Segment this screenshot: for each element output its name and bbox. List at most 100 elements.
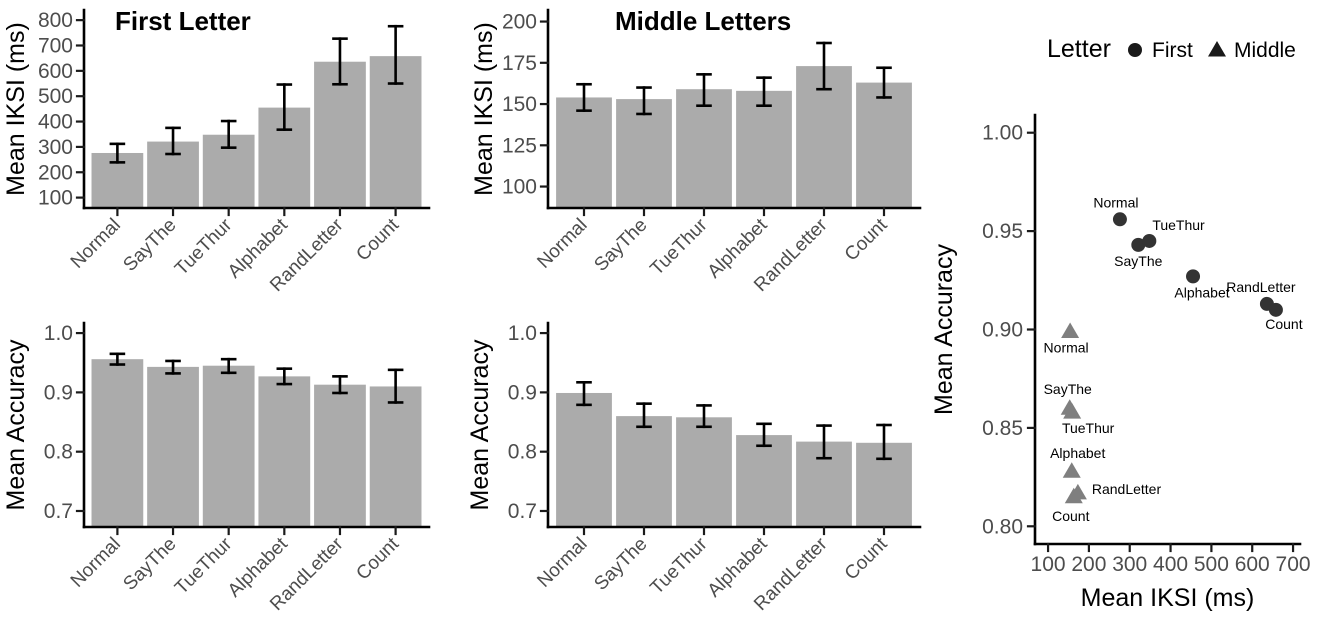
category-label-count: Count [841, 533, 892, 584]
y-tick-label: 0.95 [982, 220, 1023, 243]
bar-tuethur [676, 417, 732, 527]
y-tick-label: 100 [502, 176, 537, 199]
y-tick-label: 150 [502, 93, 537, 116]
y-tick-label: 0.7 [508, 500, 537, 523]
y-tick-label: 0.8 [508, 441, 537, 464]
point-label-first-randletter: RandLetter [1226, 279, 1296, 295]
y-tick-label: 300 [38, 136, 73, 159]
error-bar-randletter [332, 375, 348, 395]
y-tick-label: 125 [502, 134, 537, 157]
bar-count [856, 82, 912, 208]
point-label-first-tuethur: TueThur [1152, 217, 1205, 233]
point-label-middle-count: Count [1052, 508, 1089, 524]
point-middle-tuethur [1063, 403, 1082, 419]
error-bar-normal [109, 142, 126, 164]
category-label-normal: Normal [67, 534, 125, 592]
y-tick-label: 0.9 [44, 381, 73, 404]
legend-triangle-icon [1208, 41, 1226, 57]
legend-circle-icon [1128, 43, 1142, 57]
point-first-normal [1112, 212, 1127, 227]
category-label-count: Count [352, 214, 403, 265]
category-label-saythe: SayThe [590, 215, 651, 276]
error-bar-count [387, 368, 404, 404]
legend-entry-first: First [1152, 39, 1193, 62]
point-label-middle-normal: Normal [1044, 339, 1089, 355]
error-bar-randletter [816, 41, 832, 91]
y-tick-label: 200 [502, 11, 537, 34]
error-bar-count [387, 24, 404, 85]
error-bar-count [876, 66, 892, 99]
legend-entry-middle: Middle [1234, 39, 1296, 62]
y-axis-title: Mean Accuracy [2, 339, 30, 510]
point-middle-count [1064, 487, 1083, 504]
y-tick-label: 1.0 [44, 322, 73, 345]
bar-alphabet [736, 90, 792, 208]
x-axis-title: Mean IKSI (ms) [1081, 584, 1255, 612]
point-label-middle-saythe: SayThe [1044, 381, 1092, 397]
category-label-count: Count [352, 533, 403, 584]
panel-title: Middle Letters [615, 6, 791, 36]
point-first-tuethur [1142, 233, 1157, 248]
error-bar-saythe [165, 359, 181, 375]
y-axis-title: Mean IKSI (ms) [470, 22, 498, 196]
category-label-tuethur: TueThur [646, 214, 712, 280]
y-tick-label: 0.80 [982, 515, 1023, 538]
point-label-middle-tuethur: TueThur [1062, 420, 1115, 436]
category-label-count: Count [841, 214, 892, 265]
y-tick-label: 0.7 [44, 500, 73, 523]
category-label-saythe: SayThe [590, 534, 651, 595]
point-middle-normal [1061, 322, 1080, 338]
bar-saythe [616, 416, 672, 527]
y-tick-label: 1.00 [982, 122, 1023, 145]
error-bar-randletter [332, 37, 348, 86]
error-bar-tuethur [696, 404, 712, 429]
point-first-alphabet [1186, 269, 1201, 284]
error-bar-saythe [165, 126, 181, 156]
x-tick-label: 600 [1235, 553, 1270, 576]
bar-tuethur [676, 89, 732, 208]
legend-title: Letter [1047, 35, 1111, 63]
y-tick-label: 600 [38, 60, 73, 83]
y-axis-title: Mean IKSI (ms) [2, 22, 30, 196]
point-first-count [1268, 302, 1283, 317]
y-tick-label: 200 [38, 161, 73, 184]
bar-count [369, 386, 422, 527]
x-tick-label: 200 [1071, 553, 1106, 576]
y-tick-label: 500 [38, 85, 73, 108]
error-bar-tuethur [220, 357, 237, 375]
panel-iksi-middle-letters: 100125150175200NormalSayTheTueThurAlphab… [470, 6, 922, 296]
bar-alphabet [736, 435, 792, 527]
y-tick-label: 800 [38, 9, 73, 32]
bar-randletter [314, 61, 366, 209]
point-first-saythe [1131, 237, 1146, 252]
error-bar-alphabet [756, 422, 772, 448]
error-bar-tuethur [696, 73, 712, 107]
error-bar-alphabet [276, 83, 293, 131]
y-axis-title: Mean Accuracy [466, 339, 494, 510]
panel-accuracy-middle: 0.70.80.91.0NormalSayTheTueThurAlphabetR… [466, 321, 922, 615]
y-tick-label: 0.85 [982, 417, 1023, 440]
bar-normal [556, 97, 612, 208]
x-tick-label: 500 [1194, 553, 1229, 576]
bar-saythe [147, 366, 199, 527]
y-tick-label: 100 [38, 187, 73, 210]
bar-normal [556, 392, 612, 527]
category-label-normal: Normal [533, 534, 591, 592]
y-tick-label: 700 [38, 34, 73, 57]
category-label-normal: Normal [533, 215, 591, 273]
error-bar-saythe [636, 402, 652, 429]
error-bar-normal [576, 82, 592, 112]
y-tick-label: 0.90 [982, 319, 1023, 342]
point-label-first-count: Count [1265, 316, 1302, 332]
x-tick-label: 700 [1276, 553, 1311, 576]
error-bar-randletter [816, 424, 832, 460]
x-tick-label: 400 [1153, 553, 1188, 576]
category-label-normal: Normal [67, 215, 125, 273]
point-label-first-saythe: SayThe [1114, 253, 1162, 269]
y-tick-label: 0.9 [508, 381, 537, 404]
x-tick-label: 100 [1031, 553, 1066, 576]
x-tick-label: 300 [1112, 553, 1147, 576]
y-tick-label: 0.8 [44, 441, 73, 464]
y-tick-label: 1.0 [508, 322, 537, 345]
